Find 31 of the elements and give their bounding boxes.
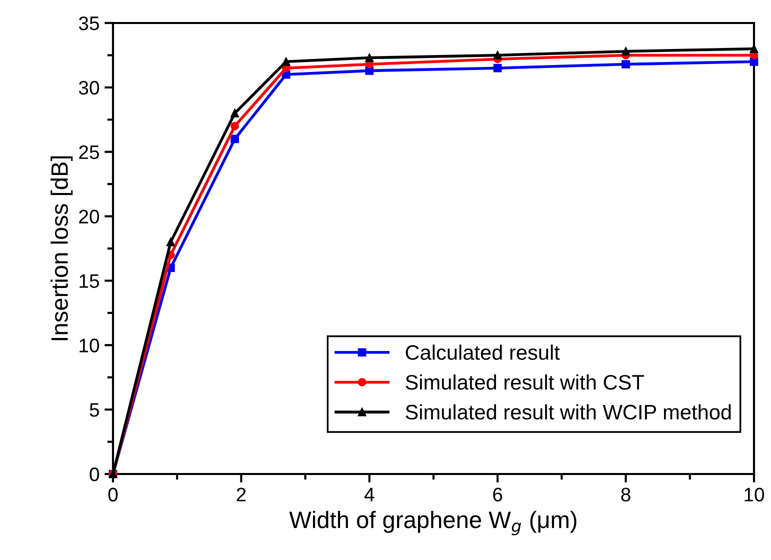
point	[622, 60, 630, 68]
y-tick-label: 30	[78, 80, 100, 95]
legend-label: Calculated result	[406, 344, 560, 360]
point	[365, 66, 374, 75]
x-axis-title: Width of graphene W$_{g}$ (μm)	[289, 510, 576, 536]
x-tick-label: 2	[236, 488, 246, 502]
point	[230, 134, 239, 144]
point	[493, 64, 502, 72]
y-axis-title: Insertion loss [dB]	[50, 156, 73, 340]
x-tick-label: 4	[364, 488, 374, 502]
point	[365, 54, 374, 62]
y-tick-label: 10	[80, 338, 100, 352]
y-tick-label: 25	[79, 145, 99, 160]
x-tick-label: 6	[493, 488, 502, 502]
x-tick-label: 10	[744, 488, 764, 502]
point	[493, 51, 502, 60]
point	[166, 238, 175, 246]
y-tick-label: 35	[78, 16, 99, 30]
x-tick-label: 0	[108, 488, 118, 502]
y-tick-label: 0	[90, 467, 100, 482]
point	[230, 122, 239, 130]
y-tick-label: 5	[90, 403, 99, 417]
legend-label: Simulated result with CST	[406, 374, 644, 390]
point	[282, 57, 290, 66]
y-tick-label: 15	[80, 274, 99, 288]
legend-label: Simulated result with WCIP method	[406, 404, 731, 420]
point	[230, 109, 239, 118]
y-tick-label: 20	[79, 210, 100, 224]
point	[622, 47, 630, 56]
point	[750, 44, 758, 53]
x-tick-label: 8	[621, 488, 630, 502]
